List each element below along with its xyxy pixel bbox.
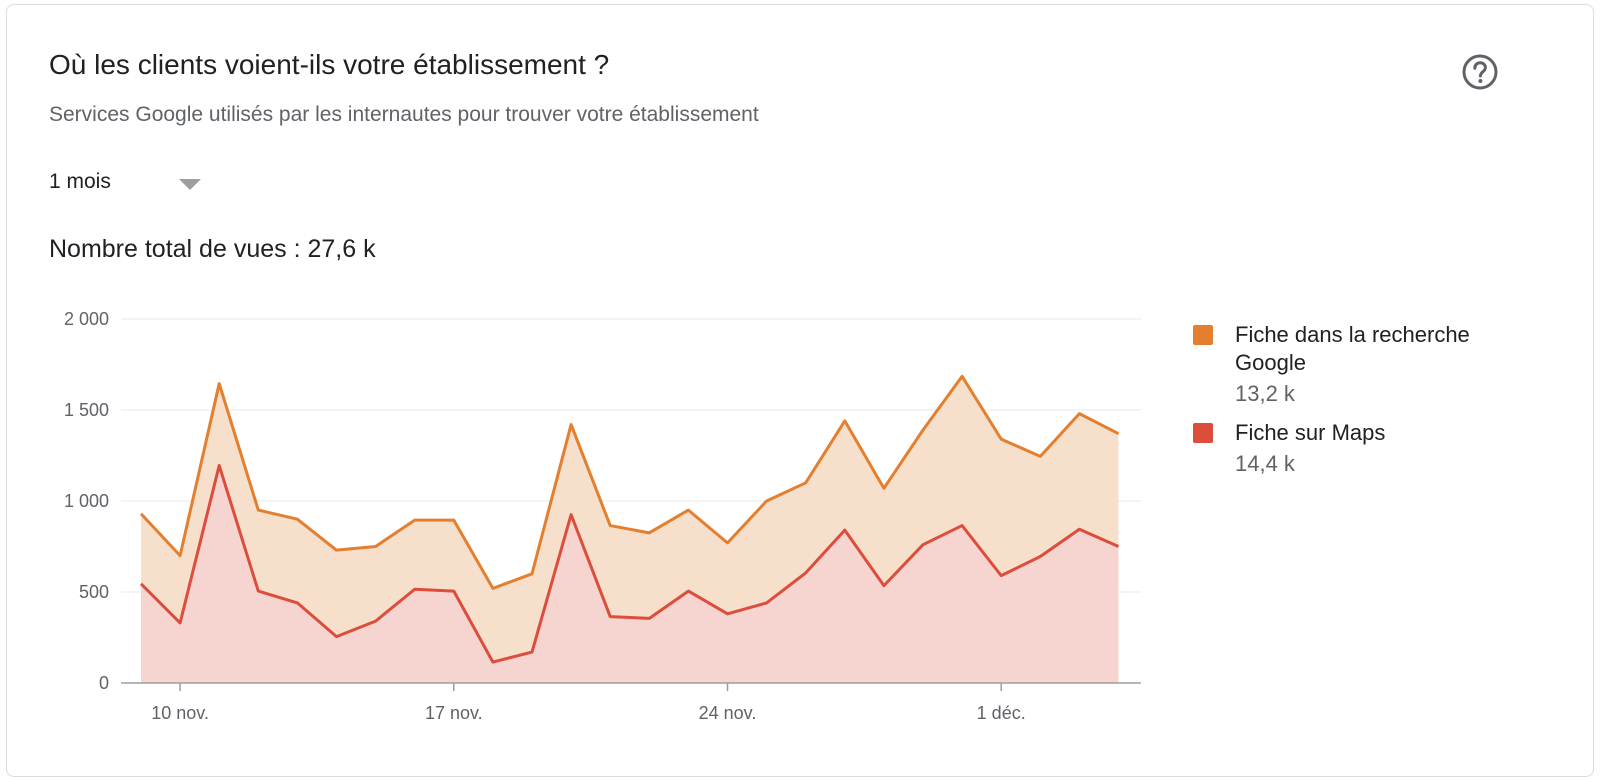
- card-subtitle: Services Google utilisés par les interna…: [49, 103, 759, 126]
- series-line-search: [139, 374, 1120, 590]
- y-tick-label: 1 000: [64, 491, 109, 511]
- legend-name-maps: Fiche sur Maps: [1235, 420, 1386, 445]
- caret-down-icon: [179, 179, 201, 190]
- area-maps: [141, 465, 1119, 683]
- legend-value-maps: 14,4 k: [1235, 451, 1295, 476]
- legend-value-search: 13,2 k: [1235, 381, 1295, 406]
- legend-item-maps[interactable]: Fiche sur Maps 14,4 k: [1193, 419, 1553, 479]
- y-tick-label: 1 500: [64, 400, 109, 420]
- legend-swatch-search: [1193, 325, 1213, 345]
- x-tick-label: 17 nov.: [425, 703, 483, 723]
- views-card: Où les clients voient-ils votre établiss…: [6, 4, 1594, 777]
- y-tick-label: 2 000: [64, 309, 109, 329]
- y-tick-label: 0: [99, 673, 109, 693]
- card-title: Où les clients voient-ils votre établiss…: [49, 49, 610, 80]
- x-tick-label: 10 nov.: [151, 703, 209, 723]
- chart-legend: Fiche dans la recherche Google 13,2 k Fi…: [1193, 321, 1553, 489]
- help-circle-icon[interactable]: [1461, 53, 1499, 91]
- views-area-chart: 0 500 1 000 1 500 2 000 10 nov. 17 nov. 24 nov.…: [64, 309, 1141, 723]
- x-tick-label: 24 nov.: [699, 703, 757, 723]
- legend-item-search[interactable]: Fiche dans la recherche Google 13,2 k: [1193, 321, 1553, 409]
- period-selected-value: 1 mois: [49, 170, 111, 193]
- total-views: Nombre total de vues : 27,6 k: [49, 235, 376, 263]
- area-search: [141, 376, 1119, 663]
- legend-name-search: Fiche dans la recherche Google: [1235, 322, 1470, 375]
- period-dropdown[interactable]: 1 mois: [49, 165, 209, 205]
- legend-swatch-maps: [1193, 423, 1213, 443]
- x-tick-label: 1 déc.: [977, 703, 1026, 723]
- y-tick-label: 500: [79, 582, 109, 602]
- series-line-maps: [139, 464, 1120, 664]
